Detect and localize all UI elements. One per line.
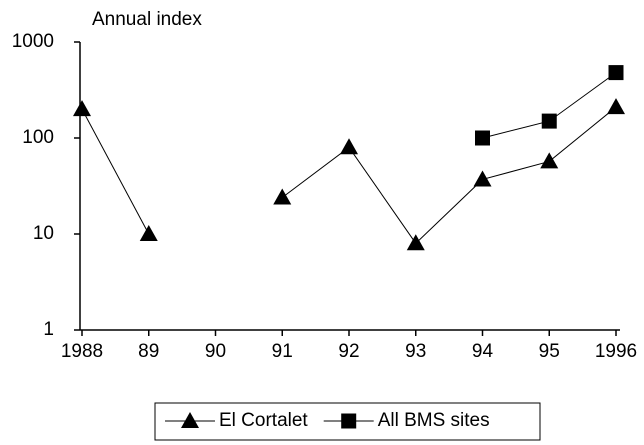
data-point <box>607 98 625 115</box>
y-tick-label: 10 <box>33 223 54 244</box>
y-tick-label: 100 <box>22 127 54 148</box>
data-point <box>139 225 158 241</box>
data-point <box>273 188 292 205</box>
legend-label: All BMS sites <box>378 410 490 431</box>
data-point <box>473 170 492 187</box>
y-tick-label: 1 <box>43 319 54 340</box>
legend-marker <box>181 412 199 428</box>
legend-marker <box>341 413 357 429</box>
x-tick-label: 90 <box>205 341 226 362</box>
legend-label: El Cortalet <box>219 410 308 431</box>
data-point <box>540 152 559 169</box>
x-tick-label: 92 <box>338 341 359 362</box>
data-point <box>73 100 91 117</box>
data-point <box>406 234 425 251</box>
series-line <box>81 108 150 235</box>
x-tick-label: 89 <box>138 341 159 362</box>
x-tick-label: 95 <box>539 341 560 362</box>
x-tick-label: 1988 <box>61 341 103 362</box>
x-tick-label: 1996 <box>595 341 637 362</box>
x-tick-label: 91 <box>272 341 293 362</box>
data-point <box>340 138 358 155</box>
x-tick-label: 93 <box>405 341 426 362</box>
data-point <box>541 113 557 129</box>
y-axis-label: Annual index <box>92 9 202 30</box>
data-point <box>475 130 490 146</box>
legend-box <box>154 402 541 441</box>
x-tick-label: 94 <box>472 341 494 362</box>
data-point <box>608 65 624 81</box>
series-line <box>281 106 617 245</box>
y-tick-label: 1000 <box>12 31 54 52</box>
